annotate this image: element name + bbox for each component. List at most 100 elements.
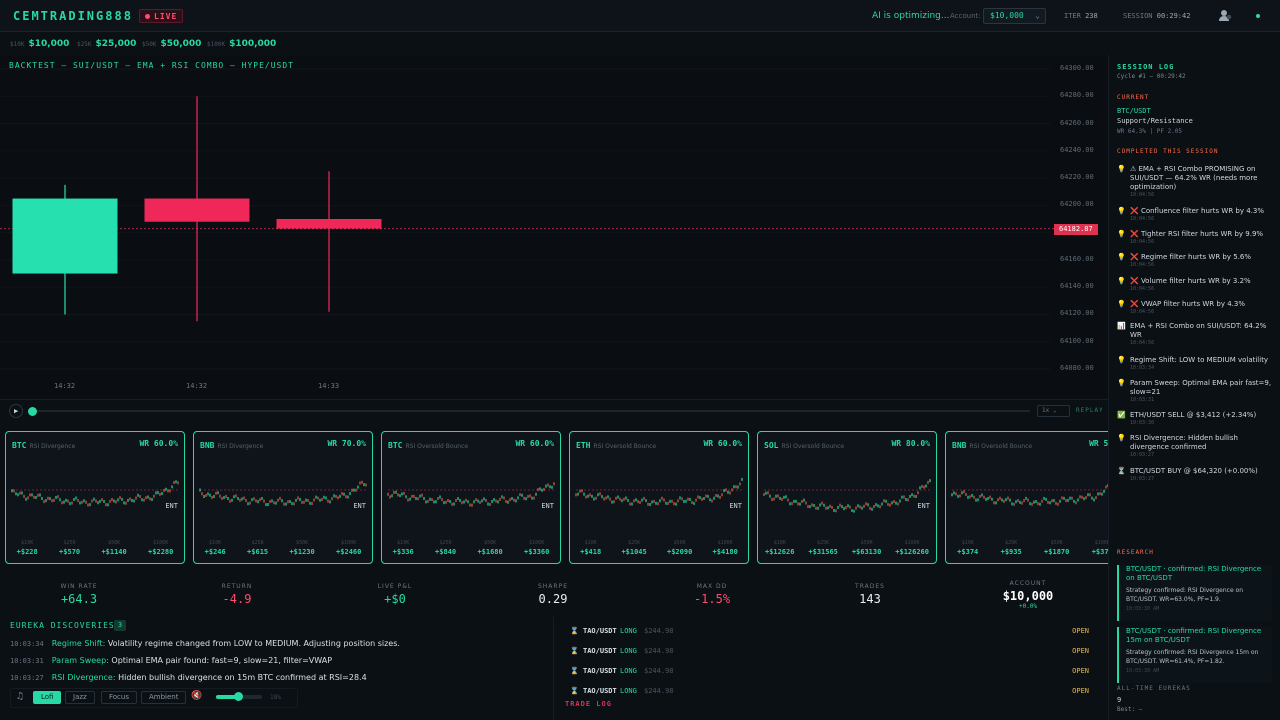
card-sparkline xyxy=(575,477,744,507)
strategy-card[interactable]: BNB RSI Divergence WR 70.0% ENT $10K +$246… xyxy=(193,431,373,564)
alltime-value: 9 xyxy=(1117,696,1122,704)
log-item-icon: ⏳ xyxy=(1117,467,1126,475)
card-win-rate: WR 58. xyxy=(1089,439,1118,448)
card-sparkline xyxy=(11,480,180,507)
log-item-icon: 💡 xyxy=(1117,277,1126,285)
alltime-best: Best: — xyxy=(1117,706,1143,713)
mute-icon[interactable]: 🔇 xyxy=(191,691,203,701)
connection-status-icon xyxy=(1256,14,1260,18)
card-tier: $100K +$374 xyxy=(1091,540,1113,556)
strategy-card[interactable]: BTC RSI Divergence WR 60.0% ENT $10K +$228… xyxy=(5,431,185,564)
music-jazz-button[interactable]: Jazz xyxy=(65,691,95,704)
live-badge: LIVE xyxy=(139,9,184,23)
live-label: LIVE xyxy=(154,12,178,21)
music-player xyxy=(10,688,298,708)
y-tick-label: 64260.00 xyxy=(1060,118,1094,127)
account-select[interactable]: $10,000 ⌄ xyxy=(983,8,1046,24)
log-item-icon: 💡 xyxy=(1117,207,1126,215)
session-log-item: 💡 ❌ Regime filter hurts WR by 5.6% 10:04:5… xyxy=(1117,253,1252,268)
card-tier: $10K +$246 xyxy=(204,540,226,556)
volume-handle[interactable] xyxy=(234,692,244,701)
eureka-count-badge: 3 xyxy=(114,620,126,631)
trade-log-row[interactable]: ⌛ TAO/USDT LONG $244.98 OPEN xyxy=(570,687,1089,695)
log-item-icon: ✅ xyxy=(1117,411,1126,419)
account-tier-10k[interactable]: $10K $10,000 xyxy=(10,39,70,49)
stat-sharpe: SHARPE 0.29 xyxy=(537,583,568,606)
account-tier-100k[interactable]: $100K $100,000 xyxy=(207,39,277,49)
session-timer: SESSION 00:29:42 xyxy=(1123,12,1190,20)
card-tier: $25K +$570 xyxy=(59,540,81,556)
trade-log-row[interactable]: ⌛ TAO/USDT LONG $244.98 OPEN xyxy=(570,647,1089,655)
card-tier: $50K +$1140 xyxy=(101,540,127,556)
session-log-item: 📊 EMA + RSI Combo on SUI/USDT: 64.2% WR 10… xyxy=(1117,322,1267,346)
research-label: RESEARCH xyxy=(1117,549,1154,556)
card-symbol: BTC RSI Divergence xyxy=(12,441,76,450)
candle-body xyxy=(12,198,118,274)
candle-body xyxy=(144,198,250,222)
volume-percent: 18% xyxy=(270,694,281,701)
session-log-item: 💡 ❌ VWAP filter hurts WR by 4.3% 10:04:56 xyxy=(1117,300,1245,315)
card-entry-marker: ENT xyxy=(353,502,366,510)
account-tier-50k[interactable]: $50K $50,000 xyxy=(142,39,202,49)
speed-select[interactable]: 1x ⌄ xyxy=(1037,405,1070,417)
card-win-rate: WR 60.0% xyxy=(703,439,742,448)
stat-live-pnl: LIVE P&L +$0 xyxy=(377,583,413,606)
stat-return: RETURN -4.9 xyxy=(221,583,253,606)
strategy-card[interactable]: BNB RSI Oversold Bounce WR 58. $10K +$374 $… xyxy=(945,431,1125,564)
card-tier: $50K +$1680 xyxy=(477,540,503,556)
replay-scrubber[interactable] xyxy=(32,410,1030,412)
music-focus-button[interactable]: Focus xyxy=(101,691,137,704)
research-card[interactable]: BTC/USDT · confirmed: RSI Divergence 15m… xyxy=(1117,627,1272,683)
y-tick-label: 64120.00 xyxy=(1060,309,1094,318)
iteration-counter: ITER 238 xyxy=(1064,12,1098,20)
card-tier: $50K +$2090 xyxy=(667,540,693,556)
session-log-item: 💡 Param Sweep: Optimal EMA pair fast=9, s… xyxy=(1117,379,1272,403)
candle-body xyxy=(276,219,382,229)
trade-log-row[interactable]: ⌛ TAO/USDT LONG $244.98 OPEN xyxy=(570,667,1089,675)
music-ambient-button[interactable]: Ambient xyxy=(141,691,187,704)
card-symbol: ETH RSI Oversold Bounce xyxy=(576,441,657,450)
card-tier: $100K +$2280 xyxy=(148,540,174,556)
completed-label: COMPLETED THIS SESSION xyxy=(1117,148,1219,155)
session-log-item: 💡 ❌ Tighter RSI filter hurts WR by 9.9% 10… xyxy=(1117,230,1264,245)
stats-bar: WIN RATE +64.3 RETURN -4.9 LIVE P&L +$0 SHA… xyxy=(0,580,1108,615)
current-strategy: Support/Resistance xyxy=(1117,117,1193,125)
session-log-title: SESSION LOG xyxy=(1117,63,1175,71)
price-chart[interactable] xyxy=(0,55,1108,398)
session-log-item: ✅ ETH/USDT SELL @ $3,412 (+2.34%) 10:03:30 xyxy=(1117,411,1257,426)
session-value: 00:29:42 xyxy=(1156,12,1191,20)
log-item-icon: 💡 xyxy=(1117,434,1126,442)
x-tick-label: 14:32 xyxy=(186,382,208,390)
card-tier: $50K +$63130 xyxy=(851,540,882,556)
strategy-card[interactable]: BTC RSI Oversold Bounce WR 60.0% ENT $10K… xyxy=(381,431,561,564)
card-tier: $10K +$418 xyxy=(580,540,602,556)
card-tier: $25K +$31565 xyxy=(808,540,838,556)
y-tick-label: 64160.00 xyxy=(1060,254,1094,263)
card-entry-marker: ENT xyxy=(729,502,742,510)
card-tier: $100K +$4180 xyxy=(712,540,738,556)
strategy-card[interactable]: ETH RSI Oversold Bounce WR 60.0% ENT $10K… xyxy=(569,431,749,564)
trade-log-row[interactable]: ⌛ TAO/USDT LONG $244.98 OPEN xyxy=(570,627,1089,635)
y-tick-label: 64280.00 xyxy=(1060,91,1094,100)
current-label: CURRENT xyxy=(1117,94,1150,101)
card-sparkline xyxy=(763,479,932,513)
session-log-item: 💡 ❌ Confluence filter hurts WR by 4.3% 10:… xyxy=(1117,207,1264,222)
user-icon[interactable] xyxy=(1218,9,1232,21)
brand-logo: CEMTRADING888 xyxy=(13,9,133,23)
strategy-card[interactable]: SOL RSI Oversold Bounce WR 80.0% ENT $10K… xyxy=(757,431,937,564)
account-tier-25k[interactable]: $25K $25,000 xyxy=(77,39,137,49)
card-win-rate: WR 70.0% xyxy=(327,439,366,448)
card-tier: $50K +$1230 xyxy=(289,540,315,556)
y-tick-label: 64100.00 xyxy=(1060,336,1094,345)
card-tier: $25K +$840 xyxy=(435,540,457,556)
replay-scrubber-handle[interactable] xyxy=(28,407,37,416)
account-label: Account: xyxy=(950,12,981,20)
account-select-value: $10,000 xyxy=(990,11,1024,20)
play-button[interactable]: ▶ xyxy=(9,404,23,418)
session-label: SESSION xyxy=(1123,12,1153,20)
research-card[interactable]: BTC/USDT · confirmed: RSI Divergence on … xyxy=(1117,565,1272,621)
music-lofi-button[interactable]: Lofi xyxy=(33,691,62,704)
replay-bar xyxy=(0,399,1108,423)
log-item-icon: 💡 xyxy=(1117,356,1126,364)
hourglass-icon: ⌛ xyxy=(570,667,579,675)
